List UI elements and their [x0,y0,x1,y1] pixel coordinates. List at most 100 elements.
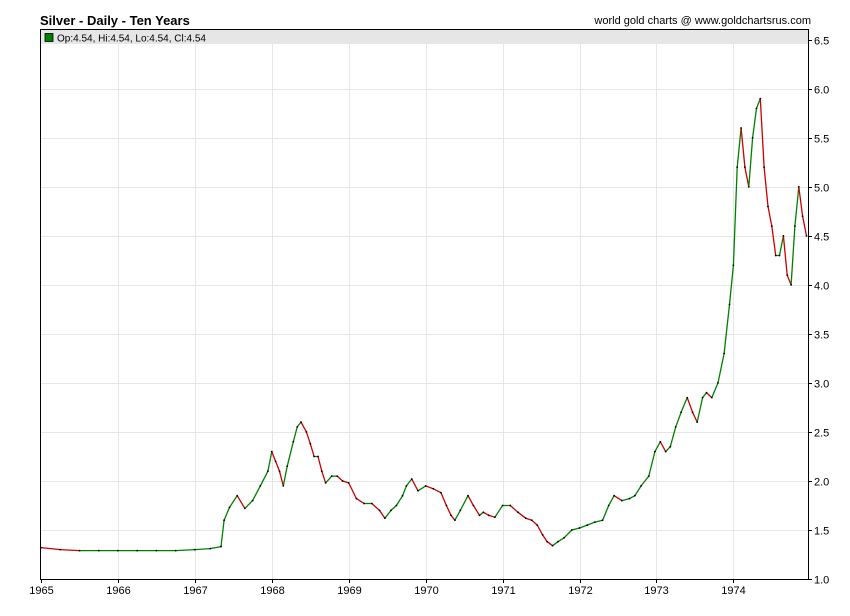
price-point [317,455,319,458]
price-segment [174,548,196,552]
price-point [278,470,281,473]
price-point [401,494,404,497]
price-segment [259,470,269,487]
y-tick-label: 5.0 [814,183,829,195]
price-point [744,166,746,169]
price-segment [771,225,777,257]
x-axis-ticks: 1965 1966 1967 1968 1969 1970 1971 1972 1973 1974 [29,579,746,597]
price-point [680,411,682,414]
price-point [494,516,496,519]
price-segment [578,524,588,529]
price-point [274,460,277,463]
price-segment [405,478,413,487]
price-segment [341,480,350,484]
price-point [292,440,295,443]
price-point [155,549,158,552]
price-segment [467,495,475,507]
price-segment [728,264,735,306]
x-tick-label: 1969 [337,585,361,597]
price-point [530,519,533,522]
price-point [432,487,435,490]
price-segment [417,485,427,492]
price-segment [336,475,344,482]
price-segment [736,127,742,168]
price-point [536,524,539,526]
price-point [445,504,448,507]
price-segment [244,499,254,510]
price-point [509,504,512,507]
price-point [659,440,662,443]
price-segment [705,392,713,399]
price-point [482,511,485,514]
price-segment [482,511,490,516]
price-segment [384,509,392,519]
price-segment [194,547,211,551]
price-segment [454,509,461,521]
price-segment [445,504,452,516]
price-segment [459,495,469,512]
y-tick-label: 1.5 [814,526,829,538]
price-point [320,470,323,473]
price-point [355,497,358,500]
price-point [634,494,636,497]
price-point [417,489,419,492]
y-tick-label: 6.0 [814,85,829,97]
price-point [384,517,386,520]
price-point [117,549,119,552]
price-point [223,519,226,522]
price-segment [634,485,642,497]
price-segment [798,186,804,217]
price-segment [669,426,677,448]
price-point [759,97,762,100]
price-point [640,485,642,487]
price-segment [59,548,81,552]
price-segment [305,431,311,445]
price-point [732,264,735,267]
price-point [767,205,769,208]
price-point [395,504,398,507]
price-segment [371,502,381,512]
price-point [669,445,672,448]
price-segment [292,426,298,443]
price-segment [786,274,792,286]
price-segment [296,421,302,428]
price-point [440,491,442,494]
price-point [710,396,713,399]
price-point [330,475,333,477]
x-tick-label: 1968 [260,585,284,597]
price-point [410,478,413,480]
price-point [797,186,800,188]
y-tick-label: 6.5 [814,36,829,48]
price-point [701,396,704,399]
price-segment [282,465,288,487]
price-segment [348,482,358,500]
price-point [517,511,519,514]
price-point [586,524,589,526]
price-point [778,254,781,257]
price-point [557,540,559,543]
price-segment [450,514,456,521]
price-segment [40,546,61,551]
price-segment [751,107,758,139]
price-segment [286,441,294,467]
price-segment [223,506,231,521]
price-point [501,504,504,507]
price-segment [659,441,667,453]
price-segment [395,495,404,507]
price-point [801,215,804,218]
price-segment [691,411,698,423]
price-point [790,284,792,286]
price-point [696,421,699,423]
price-point [723,352,725,355]
price-point [736,166,739,169]
price-point [267,470,269,473]
price-segment [321,470,327,484]
price-point [774,254,777,257]
price-segment [309,443,315,458]
price-point [136,549,139,552]
price-point [251,499,254,502]
price-point [654,450,656,453]
price-point [424,485,427,487]
price-point [805,235,808,237]
